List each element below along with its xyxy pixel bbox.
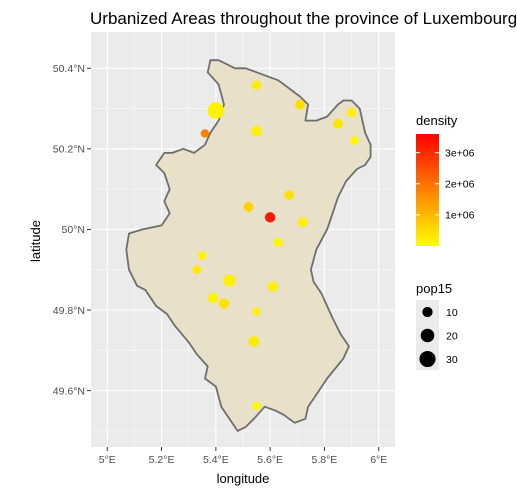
colorbar-tick-label: 1e+06 xyxy=(445,210,475,222)
data-point xyxy=(267,281,279,292)
data-point xyxy=(264,212,276,223)
data-point xyxy=(248,336,260,347)
x-tick-label: 5.8°E xyxy=(312,454,338,466)
x-tick-label: 5.2°E xyxy=(149,454,175,466)
pop15-legend-keys: 10 20 30 xyxy=(419,306,458,368)
pop15-legend-label: 30 xyxy=(446,354,458,366)
data-point xyxy=(251,80,262,90)
data-point xyxy=(273,237,283,247)
data-point xyxy=(295,99,305,110)
pop15-legend-circle xyxy=(420,328,435,343)
data-point xyxy=(223,274,236,287)
data-point xyxy=(251,125,262,137)
y-tick-label: 50.2°N xyxy=(53,144,85,156)
y-tick-label: 50.4°N xyxy=(53,63,85,75)
density-legend: density 1e+06 2e+06 3e+06 xyxy=(416,113,475,246)
data-point xyxy=(252,401,261,411)
x-tick-label: 5°E xyxy=(99,454,116,466)
x-tick-label: 5.4°E xyxy=(203,454,229,466)
y-tick-label: 50°N xyxy=(62,224,85,236)
density-colorbar-ticks: 1e+06 2e+06 3e+06 xyxy=(416,147,475,222)
axes: 5°E 5.2°E 5.4°E 5.6°E 5.8°E 6°E 49.6°N 49.8°N 50… xyxy=(53,63,387,466)
data-point xyxy=(297,217,308,228)
y-axis-title: latitude xyxy=(28,220,43,262)
density-legend-title: density xyxy=(416,113,458,128)
data-point xyxy=(207,102,225,119)
data-point xyxy=(207,292,219,304)
data-point xyxy=(192,265,202,274)
y-tick-label: 49.6°N xyxy=(53,385,85,397)
colorbar-tick-label: 3e+06 xyxy=(445,147,475,159)
density-colorbar xyxy=(416,134,439,246)
data-point xyxy=(198,251,207,260)
data-point xyxy=(252,307,261,316)
data-point xyxy=(284,190,295,201)
colorbar-tick-label: 2e+06 xyxy=(445,179,475,191)
pop15-legend-label: 20 xyxy=(446,330,458,342)
pop15-legend-circle xyxy=(422,306,433,318)
pop15-legend-title: pop15 xyxy=(416,281,452,296)
x-axis-title: longitude xyxy=(217,471,270,486)
data-point xyxy=(333,118,343,129)
x-tick-label: 6°E xyxy=(370,454,387,466)
pop15-legend-circle xyxy=(419,350,436,368)
pop15-legend-label: 10 xyxy=(446,307,458,319)
data-point xyxy=(200,129,210,138)
data-point xyxy=(346,107,357,118)
data-point xyxy=(218,298,230,309)
data-point xyxy=(350,136,359,146)
data-points xyxy=(192,80,359,411)
pop15-legend: pop15 10 20 30 xyxy=(416,281,458,370)
y-tick-label: 49.8°N xyxy=(53,305,85,317)
x-tick-label: 5.6°E xyxy=(257,454,283,466)
province-outline xyxy=(125,59,372,432)
data-point xyxy=(243,201,254,212)
chart-title: Urbanized Areas throughout the province … xyxy=(90,9,517,28)
